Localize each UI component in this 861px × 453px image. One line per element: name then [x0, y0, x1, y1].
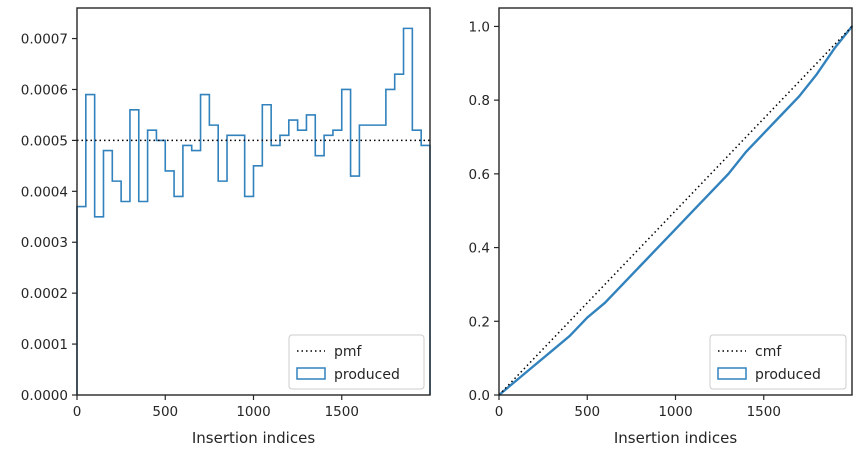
legend-swatch-produced — [717, 367, 747, 380]
produced-step-series — [76, 27, 431, 395]
y-tick-label: 0.4 — [469, 241, 490, 257]
cmf-line-panel: 0 500 1000 1500 0.0 0.2 0.4 0.6 0.8 1.0 Insertion … — [469, 7, 853, 447]
cumulative-point-1 — [515, 379, 518, 382]
y-tick-label: 0.0004 — [21, 184, 68, 200]
cumulative-point-15 — [762, 132, 765, 135]
legend-box — [709, 334, 847, 390]
cumulative-point-19 — [833, 47, 836, 50]
y-tick-label: 0.2 — [469, 314, 490, 330]
y-tick-label: 0.0002 — [21, 286, 68, 302]
legend-label-pmf: pmf — [334, 344, 363, 360]
y-tick-label: 0.6 — [469, 167, 490, 183]
x-tick-label: 0 — [495, 404, 504, 420]
x-tick-label: 1500 — [747, 404, 781, 420]
plot-area — [499, 8, 852, 395]
x-tick-label: 0 — [73, 404, 82, 420]
plot-area — [77, 8, 430, 395]
cumulative-point-2 — [533, 364, 536, 367]
cumulative-point-9 — [656, 246, 659, 249]
legend-label-produced: produced — [755, 367, 821, 383]
cumulative-point-7 — [621, 283, 624, 286]
x-axis-label: Insertion indices — [614, 429, 737, 447]
legend-label-produced: produced — [334, 367, 400, 383]
cumulative-point-11 — [692, 209, 695, 212]
y-tick-label: 0.8 — [469, 93, 490, 109]
cumulative-point-17 — [798, 95, 801, 98]
cumulative-point-10 — [674, 228, 677, 231]
x-axis-label: Insertion indices — [192, 429, 315, 447]
cumulative-point-5 — [586, 316, 589, 319]
y-tick-label: 0.0001 — [21, 337, 68, 353]
cumulative-point-13 — [727, 172, 730, 175]
x-tick-label: 500 — [574, 404, 600, 420]
y-tick-label: 0.0003 — [21, 235, 68, 251]
pmf-histogram-panel: 0 500 1000 1500 0.0000 0.0001 0.0002 0.0003 0.00… — [21, 7, 431, 447]
cumulative-point-18 — [815, 73, 818, 76]
x-tick-label: 1000 — [658, 404, 692, 420]
x-tick-label: 1500 — [325, 404, 359, 420]
legend: cmf produced — [709, 334, 847, 390]
x-tick-label: 1000 — [236, 404, 270, 420]
cumulative-point-6 — [603, 301, 606, 304]
y-tick-label: 1.0 — [469, 19, 490, 35]
y-tick-label: 0.0005 — [21, 133, 68, 149]
cumulative-point-16 — [780, 113, 783, 116]
legend-swatch-produced — [296, 367, 326, 380]
legend: pmf produced — [288, 334, 425, 390]
cumulative-point-12 — [709, 191, 712, 194]
y-tick-label: 0.0007 — [21, 32, 68, 48]
cumulative-point-14 — [745, 150, 748, 153]
cumulative-point-4 — [568, 335, 571, 338]
x-tick-label: 500 — [152, 404, 178, 420]
cumulative-point-8 — [639, 265, 642, 267]
legend-label-cmf: cmf — [755, 344, 782, 360]
y-tick-label: 0.0006 — [21, 82, 68, 98]
y-tick-label: 0.0000 — [21, 388, 68, 404]
cumulative-point-3 — [550, 349, 553, 352]
y-tick-label: 0.0 — [469, 388, 490, 404]
legend-box — [288, 334, 425, 390]
